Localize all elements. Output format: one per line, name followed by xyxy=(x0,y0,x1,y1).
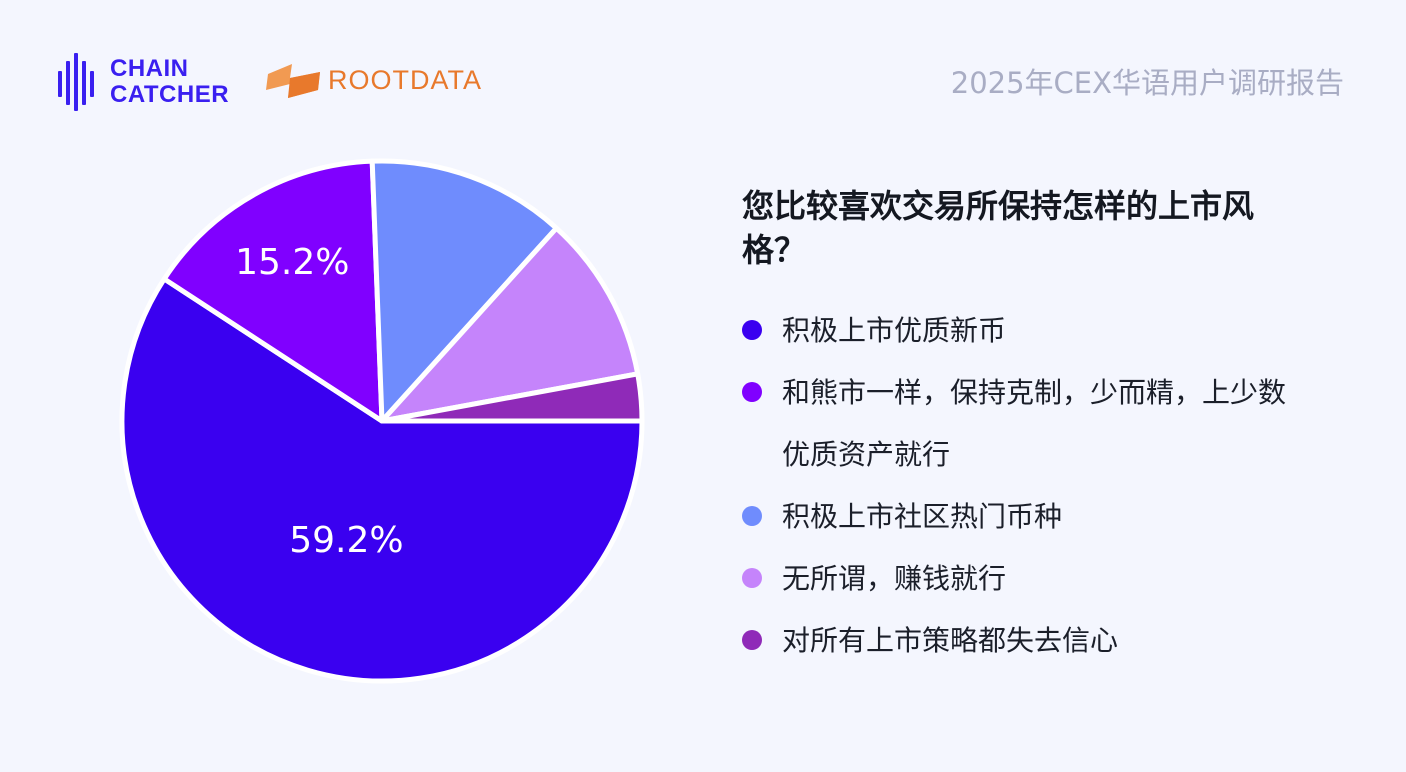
legend-item-0: 积极上市优质新币 xyxy=(742,300,1312,362)
legend-label: 对所有上市策略都失去信心 xyxy=(782,624,1119,657)
legend-label: 和熊市一样，保持克制，少而精，上少数优质资产就行 xyxy=(782,376,1287,471)
chart-legend: 积极上市优质新币和熊市一样，保持克制，少而精，上少数优质资产就行积极上市社区热门… xyxy=(742,300,1312,672)
chaincatcher-line2: CATCHER xyxy=(110,81,230,108)
legend-item-1: 和熊市一样，保持克制，少而精，上少数优质资产就行 xyxy=(742,362,1312,486)
legend-label: 无所谓，赚钱就行 xyxy=(782,562,1007,595)
pie-slice-2 xyxy=(369,158,559,424)
legend-swatch-icon xyxy=(742,320,762,340)
legend-swatch-icon xyxy=(742,568,762,588)
chaincatcher-wordmark: CHAIN CATCHER xyxy=(110,56,229,108)
legend-swatch-icon xyxy=(742,630,762,650)
legend-item-4: 对所有上市策略都失去信心 xyxy=(742,610,1312,672)
legend-item-2: 积极上市社区热门币种 xyxy=(742,486,1312,548)
rootdata-wordmark: ROOTDATA xyxy=(328,64,482,95)
chaincatcher-mark-icon xyxy=(58,53,94,111)
pie-slice-1 xyxy=(161,158,385,424)
pie-data-label-1: 15.2% xyxy=(235,242,349,283)
rootdata-logo: ROOTDATA xyxy=(266,58,482,102)
legend-item-3: 无所谓，赚钱就行 xyxy=(742,548,1312,610)
pie-slice-4 xyxy=(379,371,645,424)
chaincatcher-line1: CHAIN xyxy=(110,55,189,82)
chaincatcher-logo: CHAIN CATCHER xyxy=(58,52,229,112)
pie-chart: 59.2% 15.2% xyxy=(119,158,645,684)
chart-question: 您比较喜欢交易所保持怎样的上市风格？ xyxy=(742,187,1255,269)
legend-label: 积极上市社区热门币种 xyxy=(782,500,1063,533)
pie-slice-3 xyxy=(379,225,641,424)
legend-label: 积极上市优质新币 xyxy=(782,314,1007,347)
pie-data-label-0: 59.2% xyxy=(289,520,403,561)
legend-swatch-icon xyxy=(742,506,762,526)
legend-swatch-icon xyxy=(742,382,762,402)
rootdata-mark-icon xyxy=(266,64,320,98)
pie-slice-0 xyxy=(119,276,645,684)
report-title: 2025年CEX华语用户调研报告 xyxy=(950,66,1344,100)
